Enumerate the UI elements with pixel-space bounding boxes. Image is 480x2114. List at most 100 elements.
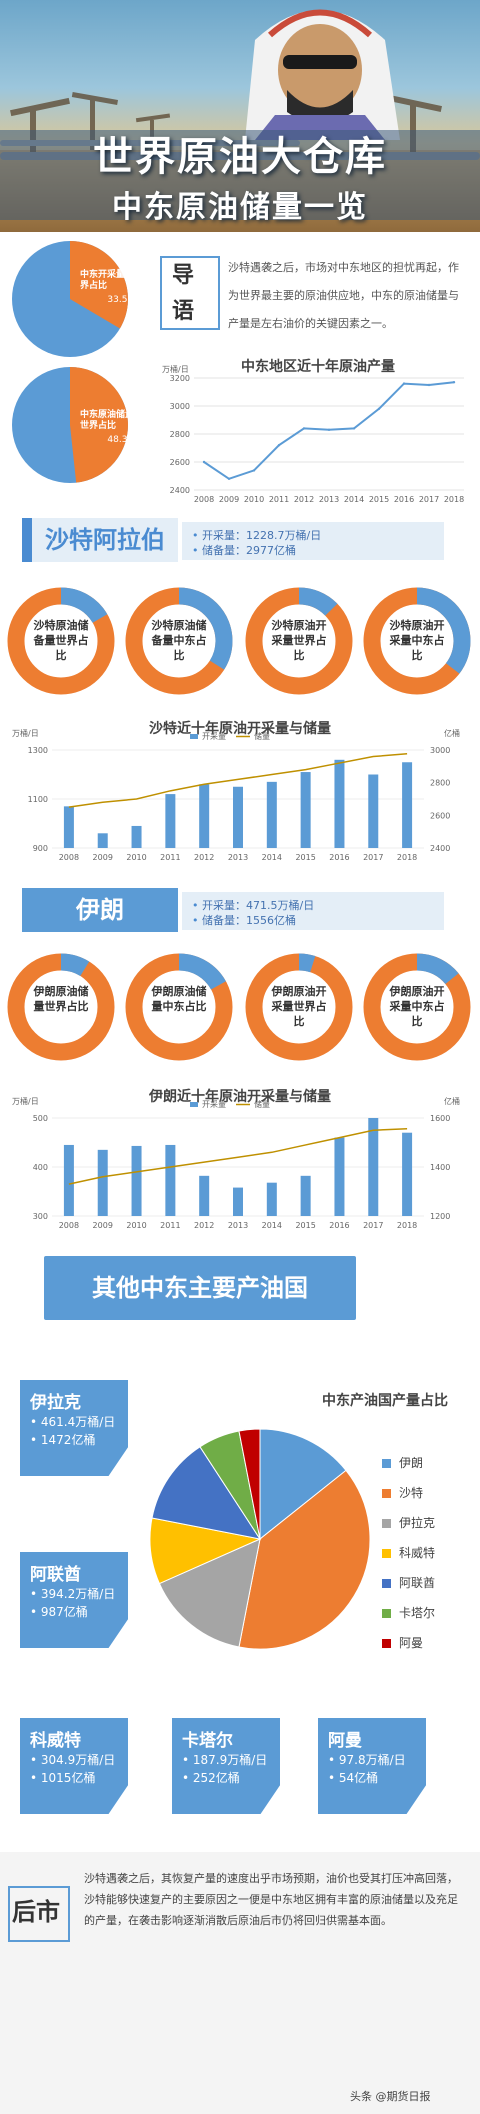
pie1-value: 33.5% (107, 295, 136, 305)
sheikh-illustration (245, 9, 400, 140)
legend-label: 阿联酋 (399, 1576, 436, 1590)
legend-swatch (382, 1518, 391, 1528)
iran-donut-1-label: 伊朗原油储量世界占比 (33, 985, 89, 1013)
series-line (68, 1128, 408, 1185)
x-tick-label: 2011 (160, 1221, 180, 1230)
bar (199, 784, 210, 848)
bar (266, 1182, 277, 1216)
page-title: 世界原油大仓库 (93, 134, 387, 180)
data-point (327, 428, 331, 431)
iran-donut-2-label: 伊朗原油储量中东占比 (151, 985, 207, 1013)
country-card-kuwait: 科威特 • 304.9万桶/日 • 1015亿桶 (20, 1718, 128, 1814)
saudi-donut-2-label: 沙特原油储备量中东占比 (151, 619, 207, 662)
x-tick-label: 2016 (329, 853, 349, 862)
outlook-heading: 后市 (12, 1898, 60, 1926)
legend-swatch (382, 1608, 391, 1618)
y-tick-label: 900 (33, 844, 48, 853)
data-point (302, 427, 306, 430)
legend-swatch (382, 1548, 391, 1558)
x-tick-label: 2008 (59, 853, 79, 862)
x-tick-label: 2018 (397, 1221, 417, 1230)
legend-label: 开采量 (202, 731, 226, 741)
y-tick-label: 2400 (170, 486, 190, 495)
legend-swatch-bar (190, 734, 198, 739)
iran-reserve: 储备量：1556亿桶 (202, 914, 296, 927)
legend-swatch (382, 1578, 391, 1588)
y2-tick-label: 1200 (430, 1212, 450, 1221)
y-axis-label: 万桶/日 (162, 364, 189, 374)
saudi-production: 开采量：1228.7万桶/日 (202, 529, 322, 542)
iran-production: 开采量：471.5万桶/日 (202, 899, 315, 912)
chart-title: 伊朗近十年原油开采量与储量 (149, 1089, 331, 1105)
outlook-text: 沙特遇袭之后，其恢复产量的速度出乎市场预期，油价也受其打压冲高回落，沙特能够快速… (84, 1872, 458, 1927)
y2-tick-label: 3000 (430, 746, 450, 755)
saudi-donuts: 沙特原油储备量世界占比 沙特原油储备量中东占比 沙特原油开采量世界占比 沙特原油… (0, 586, 480, 696)
pie-slice (158, 1538, 261, 1648)
bar (233, 1187, 243, 1216)
bar (131, 1145, 142, 1216)
x-tick-label: 2016 (329, 1221, 349, 1230)
iran-info: • 开采量：471.5万桶/日 • 储备量：1556亿桶 (182, 892, 444, 930)
pie-chart-reserve-share (12, 367, 129, 483)
header-banner: 世界原油大仓库 中东原油储量一览 (0, 0, 480, 232)
legend-item: 伊朗 (382, 1448, 472, 1478)
saudi-donut-1-label: 沙特原油储备量世界占比 (33, 619, 89, 662)
bar (131, 825, 142, 848)
legend-label: 卡塔尔 (399, 1606, 436, 1620)
bar (97, 833, 108, 848)
iran-donut-4-label: 伊朗原油开采量中东占比 (389, 985, 445, 1028)
x-tick-label: 2013 (228, 1221, 248, 1230)
legend-swatch (382, 1458, 391, 1468)
pie-slice (238, 1428, 261, 1540)
saudi-donut-1 (7, 587, 115, 695)
y2-axis-label: 亿桶 (444, 1096, 460, 1106)
bar (334, 1137, 345, 1216)
y-tick-label: 1300 (28, 746, 48, 755)
legend-label: 沙特 (399, 1486, 424, 1500)
legend-label: 储量 (254, 731, 270, 741)
x-tick-label: 2008 (59, 1221, 79, 1230)
y-tick-label: 2800 (170, 430, 190, 439)
saudi-title: 沙特阿拉伯 (22, 518, 178, 562)
legend-label: 阿曼 (399, 1636, 424, 1650)
pie1-label: 中东开采量世界占比 33.5% (80, 270, 136, 308)
data-point (277, 444, 281, 447)
country-card-uae: 阿联酋 • 394.2万桶/日 • 987亿桶 (20, 1552, 128, 1648)
legend-swatch (382, 1488, 391, 1498)
legend-item: 科威特 (382, 1538, 472, 1568)
bar (165, 1144, 176, 1216)
saudi-donut-3-label: 沙特原油开采量世界占比 (271, 619, 327, 662)
iran-donut-1 (7, 953, 115, 1061)
y2-tick-label: 2800 (430, 779, 450, 788)
saudi-reserve: 储备量：2977亿桶 (202, 544, 296, 557)
middle-east-producers-pie (149, 1428, 371, 1650)
data-point (402, 382, 406, 385)
pie-chart-production-share (12, 241, 128, 357)
bar (402, 1132, 413, 1216)
legend-item: 阿曼 (382, 1628, 472, 1658)
x-tick-label: 2011 (269, 495, 289, 504)
x-tick-label: 2011 (160, 853, 180, 862)
iran-donut-3 (245, 953, 353, 1061)
x-tick-label: 2015 (369, 495, 389, 504)
legend-item: 阿联酋 (382, 1568, 472, 1598)
bar (300, 772, 311, 848)
saudi-donut-4-label: 沙特原油开采量中东占比 (389, 619, 445, 662)
x-tick-label: 2012 (194, 853, 214, 862)
legend-swatch-bar (190, 1102, 198, 1107)
intro-heading: 导语 (172, 263, 195, 324)
data-point (427, 383, 431, 387)
saudi-donut-4 (363, 587, 471, 695)
y-tick-label: 400 (33, 1163, 48, 1172)
data-point (352, 427, 356, 430)
x-tick-label: 2018 (397, 853, 417, 862)
pie2-label: 中东原油储量世界占比 48.3% (80, 410, 136, 448)
legend-label: 伊朗 (399, 1456, 424, 1470)
x-tick-label: 2014 (262, 1221, 282, 1230)
others-banner: 其他中东主要产油国 (44, 1256, 356, 1320)
legend-label: 开采量 (202, 1099, 226, 1109)
bar (63, 1144, 74, 1216)
data-point (377, 407, 381, 410)
iran-donut-2 (125, 953, 233, 1061)
pie2-value: 48.3% (107, 435, 136, 445)
